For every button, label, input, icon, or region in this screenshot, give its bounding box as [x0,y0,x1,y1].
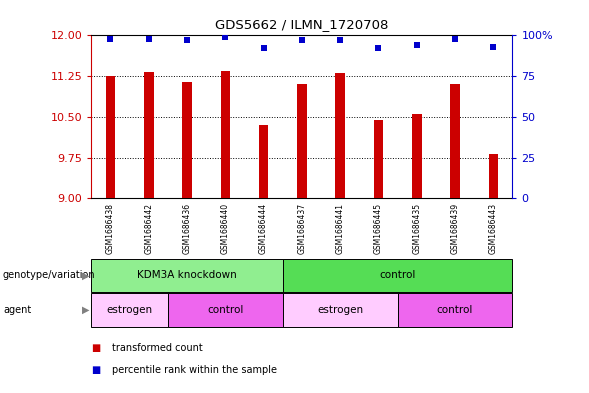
Point [183,37,192,43]
Bar [283,259,512,292]
Bar [335,73,345,198]
Bar [144,72,154,198]
Point [259,45,268,51]
Bar [220,71,230,198]
Bar [105,76,115,198]
Text: GSM1686439: GSM1686439 [451,203,459,255]
Bar [450,84,460,198]
Bar [168,293,283,327]
Text: GSM1686445: GSM1686445 [374,203,383,255]
Bar [91,293,168,327]
Text: GSM1686444: GSM1686444 [259,203,268,255]
Point [335,37,345,43]
Bar [398,293,512,327]
Bar [412,114,422,198]
Text: GSM1686443: GSM1686443 [489,203,498,255]
Text: genotype/variation: genotype/variation [3,270,95,280]
Bar [259,125,269,198]
Text: GSM1686435: GSM1686435 [412,203,421,255]
Text: transformed count: transformed count [112,343,203,353]
Text: KDM3A knockdown: KDM3A knockdown [137,270,237,280]
Text: ▶: ▶ [82,305,89,315]
Text: control: control [437,305,473,315]
Text: ■: ■ [91,365,101,375]
Point [488,44,498,50]
Bar [182,82,192,198]
Text: GSM1686436: GSM1686436 [183,203,191,255]
Bar [91,259,283,292]
Bar [373,119,383,198]
Point [144,35,153,42]
Bar [488,154,498,198]
Text: ▶: ▶ [82,270,89,280]
Point [106,35,115,42]
Bar [283,293,398,327]
Point [220,34,230,40]
Text: control: control [379,270,416,280]
Text: GSM1686440: GSM1686440 [221,203,230,255]
Bar [297,84,307,198]
Text: estrogen: estrogen [317,305,363,315]
Text: GSM1686437: GSM1686437 [297,203,306,255]
Text: GSM1686442: GSM1686442 [144,204,153,254]
Text: percentile rank within the sample: percentile rank within the sample [112,365,277,375]
Text: estrogen: estrogen [107,305,153,315]
Point [450,35,459,42]
Point [373,45,383,51]
Text: ■: ■ [91,343,101,353]
Title: GDS5662 / ILMN_1720708: GDS5662 / ILMN_1720708 [215,18,389,31]
Text: GSM1686441: GSM1686441 [336,204,345,254]
Text: agent: agent [3,305,31,315]
Point [412,42,421,48]
Text: GSM1686438: GSM1686438 [106,204,115,254]
Point [297,37,306,43]
Text: control: control [207,305,243,315]
